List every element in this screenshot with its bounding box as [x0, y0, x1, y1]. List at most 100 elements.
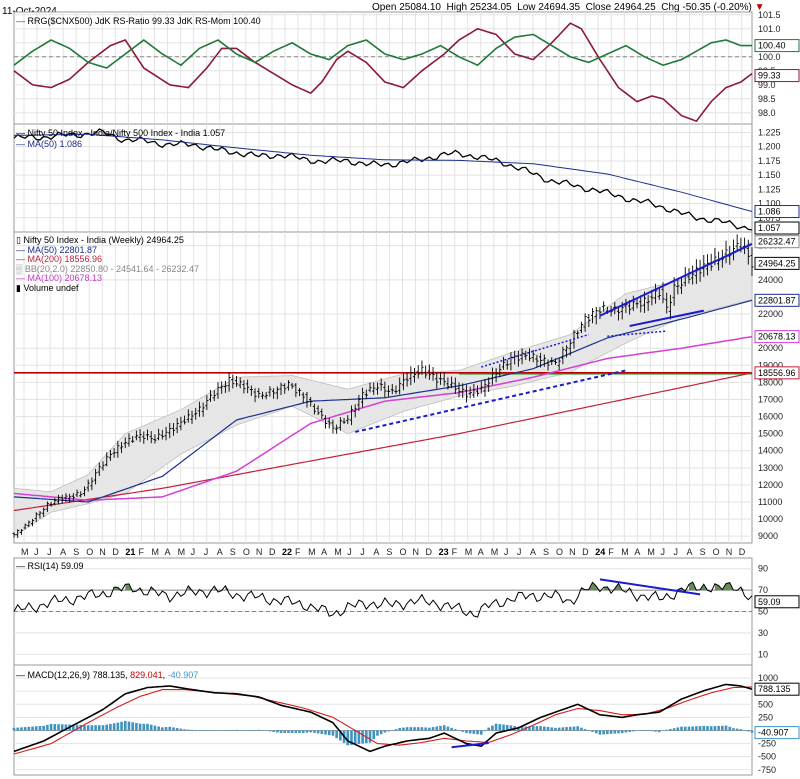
macd-hist-bar: [253, 730, 257, 731]
month-label: J: [204, 547, 209, 557]
macd-hist-bar: [702, 725, 706, 731]
macd-hist-bar: [420, 727, 424, 731]
macd-hist-bar: [598, 730, 602, 735]
macd-hist-bar: [220, 730, 223, 731]
macd-hist-bar: [591, 730, 594, 732]
macd-hist-bar: [594, 730, 598, 734]
macd-hist-bar: [498, 724, 502, 731]
macd-hist-bar: [454, 729, 457, 731]
month-label: M: [647, 547, 655, 557]
macd-hist-bar: [64, 724, 68, 731]
rs-mom-tag: 100.40: [758, 41, 786, 51]
macd-hist-bar: [346, 730, 350, 746]
macd-hist-bar: [357, 730, 361, 745]
month-label: D: [739, 547, 746, 557]
macd-hist-bar: [602, 730, 605, 735]
ratio-ma-tag: 1.086: [758, 207, 781, 217]
macd-hist-bar: [79, 724, 83, 731]
ratio-ytick: 1.150: [758, 170, 781, 180]
macd-hist-bar: [190, 729, 194, 731]
macd-hist-bar: [72, 724, 75, 731]
macd-hist-bar: [224, 730, 227, 731]
rrg-ytick: 99.0: [758, 80, 776, 90]
month-label: N: [99, 547, 106, 557]
price-ytick: 20000: [758, 343, 783, 353]
macd-hist-bar: [580, 727, 583, 731]
close-value: 24964.25: [613, 2, 656, 13]
macd-hist-bar: [750, 730, 754, 733]
ma200-tag-box: [754, 366, 800, 380]
ma200-tag: 18556.96: [758, 368, 796, 378]
macd-hist-bar: [101, 725, 105, 731]
macd-hist-bar: [669, 728, 672, 731]
macd-hist-bar: [613, 730, 617, 734]
macd-hist-bar: [390, 730, 394, 731]
macd-hist-bar: [435, 726, 439, 731]
price-legend-line-0: ▯ Nifty 50 Index - India (Weekly) 24964.…: [16, 235, 184, 245]
macd-hist-bar: [53, 724, 57, 731]
month-label: S: [386, 547, 392, 557]
month-label: S: [700, 547, 706, 557]
macd-hist-bar: [135, 722, 138, 731]
rrg-ytick: 98.0: [758, 108, 776, 118]
rs-mom-tag-box: [754, 39, 800, 53]
month-label: A: [217, 547, 223, 557]
rsi-ytick: 30: [758, 628, 768, 638]
month-label: D: [426, 547, 433, 557]
macd-hist-bar: [261, 730, 264, 731]
macd-value-tag: 788.135: [758, 684, 791, 694]
ma100-tag-box: [754, 330, 800, 344]
macd-hist-bar: [698, 726, 702, 731]
macd-hist-bar: [431, 727, 435, 731]
ratio-frame: [13, 123, 753, 233]
macd-hist-bar: [331, 730, 335, 736]
macd-hist-bar: [491, 725, 494, 731]
macd-hist-bar: [279, 730, 283, 733]
price-legend: ▯ Nifty 50 Index - India (Weekly) 24964.…: [16, 235, 199, 293]
macd-hist-bar: [561, 727, 565, 731]
macd-legend: — MACD(12,26,9) 788.135, 829.041, -40.90…: [16, 670, 199, 680]
macd-hist-bar: [31, 726, 34, 731]
macd-hist-bar: [227, 730, 231, 731]
ratio-ytick: 1.100: [758, 199, 781, 209]
macd-hist-bar: [479, 730, 483, 735]
month-label: 21: [125, 547, 135, 557]
price-ytick: 18000: [758, 377, 783, 387]
price-legend-line-1: — MA(50) 22801.87: [16, 244, 98, 255]
month-label: F: [608, 547, 614, 557]
macd-hist-bar: [446, 726, 450, 731]
price-ytick: 12000: [758, 480, 783, 490]
macd-hist-bar: [680, 726, 683, 731]
macd-hist-bar: [313, 730, 316, 733]
price-ytick: 15000: [758, 429, 783, 439]
ma100-line: [13, 335, 753, 502]
macd-frame: [13, 664, 753, 776]
macd-hist-bar: [713, 726, 717, 731]
macd-hist-bar: [194, 729, 198, 731]
macd-hist-bar: [528, 726, 531, 731]
price-ytick: 11000: [758, 497, 782, 507]
month-label: O: [86, 547, 93, 557]
rs-ratio-tag: 99.33: [758, 71, 781, 81]
macd-hist-bar: [34, 726, 38, 731]
lower-dashed-trendline: [354, 369, 627, 433]
price-ytick: 13000: [758, 463, 783, 473]
ratio-ma-legend: — MA(50) 1.086: [16, 139, 83, 149]
bb-upper-tag-box: [754, 235, 800, 249]
down-arrow-icon: ▼: [754, 2, 765, 13]
ma200-line: [13, 372, 753, 512]
macd-hist-bar: [235, 729, 238, 731]
macd-hist-bar: [309, 730, 312, 733]
macd-hist-bar: [706, 726, 709, 731]
macd-hist-bar: [646, 730, 650, 731]
month-label: J: [34, 547, 39, 557]
macd-hist-bar: [12, 727, 16, 731]
macd-hist-bar: [372, 730, 376, 740]
macd-hist-bar: [46, 724, 49, 731]
rsi-value-tag-box: [754, 595, 800, 609]
rrg-frame: [13, 11, 753, 125]
macd-hist-bar: [654, 730, 657, 732]
macd-hist-bar: [676, 727, 680, 731]
macd-hist-bar: [179, 728, 183, 731]
